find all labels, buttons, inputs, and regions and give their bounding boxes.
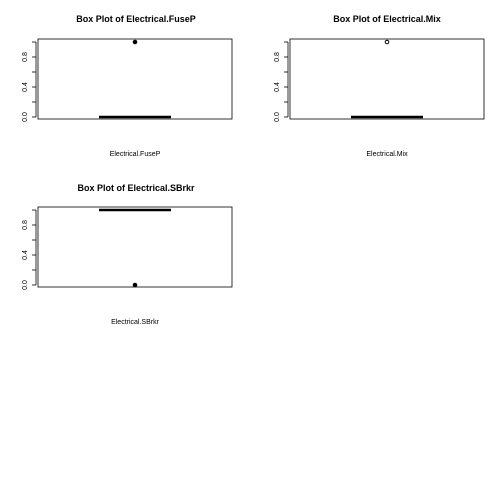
box-marks — [351, 39, 423, 119]
y-tick-label: 0.4 — [22, 250, 29, 260]
y-tick-label: 0.0 — [274, 112, 281, 122]
y-axis: 0.0 0.4 0.8 — [22, 209, 37, 290]
box-marks — [99, 208, 171, 288]
y-axis: 0.0 0.4 0.8 — [274, 41, 289, 122]
y-tick-label: 0.0 — [22, 112, 29, 122]
panel-electrical-fusep: Box Plot of Electrical.FuseP 0.0 0.4 0.8 E… — [22, 14, 233, 158]
outlier-point — [384, 39, 390, 45]
y-tick-label: 0.8 — [274, 52, 281, 62]
outlier-point — [132, 39, 138, 45]
box-marks — [99, 39, 171, 119]
y-tick-label: 0.4 — [274, 82, 281, 92]
x-axis-label: Electrical.SBrkr — [111, 319, 160, 326]
y-tick-label: 0.8 — [22, 52, 29, 62]
panel-electrical-mix: Box Plot of Electrical.Mix 0.0 0.4 0.8 Ele… — [274, 14, 485, 158]
plot-frame — [37, 206, 233, 288]
y-tick-label: 0.0 — [22, 280, 29, 290]
chart-title: Box Plot of Electrical.Mix — [333, 14, 441, 24]
y-tick-label: 0.4 — [22, 82, 29, 92]
outlier-point — [132, 282, 138, 288]
y-tick-label: 0.8 — [22, 220, 29, 230]
plot-frame — [289, 38, 485, 120]
y-axis: 0.0 0.4 0.8 — [22, 41, 37, 122]
chart-title: Box Plot of Electrical.SBrkr — [77, 183, 195, 193]
chart-title: Box Plot of Electrical.FuseP — [76, 14, 196, 24]
panel-electrical-sbrkr: Box Plot of Electrical.SBrkr 0.0 0.4 0.8 E… — [22, 183, 233, 326]
x-axis-label: Electrical.FuseP — [110, 151, 161, 158]
x-axis-label: Electrical.Mix — [366, 151, 408, 158]
plot-frame — [37, 38, 233, 120]
